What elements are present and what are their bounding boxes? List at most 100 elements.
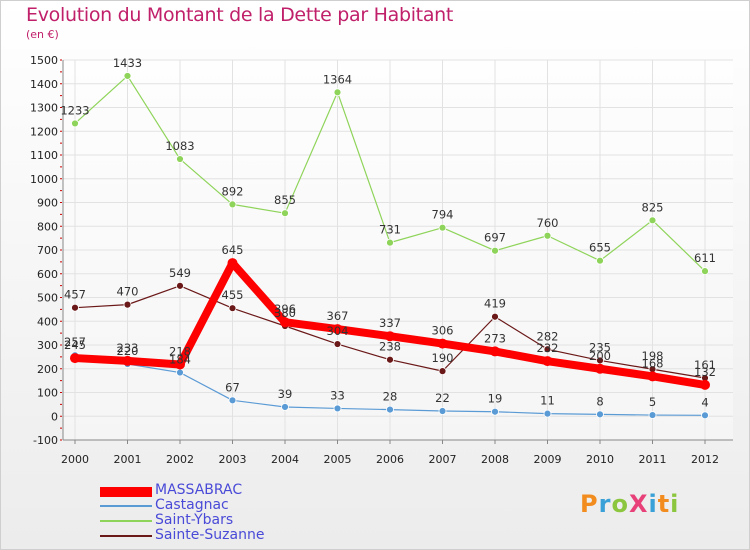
data-point <box>386 238 394 247</box>
data-label: 8 <box>596 394 603 408</box>
data-point <box>543 345 552 354</box>
x-tick-label: 2003 <box>219 453 247 466</box>
data-point <box>542 356 553 367</box>
data-point <box>648 411 657 419</box>
data-label: 5 <box>649 395 656 409</box>
data-label: 190 <box>432 351 454 365</box>
data-label: 238 <box>379 340 401 354</box>
data-label: 1233 <box>60 103 89 117</box>
y-tick-label: 300 <box>37 339 58 352</box>
data-point <box>227 258 238 269</box>
data-point <box>437 338 448 349</box>
data-point <box>647 371 658 382</box>
data-point <box>333 88 342 97</box>
data-point <box>71 303 79 312</box>
y-tick-label: 1500 <box>30 54 58 67</box>
data-point <box>700 379 710 390</box>
data-point <box>280 317 290 328</box>
data-point <box>333 404 342 413</box>
data-label: 161 <box>694 358 716 372</box>
data-point <box>385 331 395 342</box>
y-tick-label: 600 <box>37 268 58 281</box>
legend-label-sainte-suzanne: Sainte-Suzanne <box>155 527 265 543</box>
data-label: 1083 <box>165 139 194 153</box>
data-point <box>491 246 499 255</box>
x-tick-label: 2004 <box>271 453 299 466</box>
data-label: 760 <box>537 216 559 230</box>
x-tick-label: 2007 <box>429 453 457 466</box>
data-label: 655 <box>589 241 611 255</box>
y-tick-label: 0 <box>51 410 58 423</box>
data-label: 198 <box>642 349 664 363</box>
data-point <box>386 355 394 364</box>
y-tick-label: 1200 <box>30 125 58 138</box>
data-label: 245 <box>64 338 86 352</box>
data-point <box>333 340 342 348</box>
logo-letter: i <box>648 490 658 518</box>
data-point <box>123 72 132 80</box>
data-point <box>175 359 185 370</box>
data-point <box>176 368 184 377</box>
data-label: 220 <box>117 344 139 358</box>
y-tick-label: -100 <box>33 434 58 447</box>
data-point <box>176 281 184 290</box>
data-label: 33 <box>330 388 345 402</box>
data-label: 200 <box>589 349 611 363</box>
logo-letter: o <box>611 490 629 518</box>
legend-label-massabrac: MASSABRAC <box>155 482 243 498</box>
data-point <box>490 346 500 357</box>
logo-letter: i <box>670 490 680 518</box>
data-label: 11 <box>540 394 555 408</box>
x-tick-label: 2011 <box>639 453 667 466</box>
data-label: 233 <box>117 341 139 355</box>
data-label: 825 <box>642 200 664 214</box>
legend-label-castagnac: Castagnac <box>155 497 229 513</box>
data-point <box>176 155 184 163</box>
x-tick-label: 2008 <box>481 453 509 466</box>
data-label: 28 <box>383 390 398 404</box>
data-label: 470 <box>117 285 139 299</box>
y-tick-label: 700 <box>37 244 58 257</box>
data-point <box>648 216 657 225</box>
data-label: 22 <box>435 391 450 405</box>
data-label: 184 <box>169 353 191 367</box>
data-label: 892 <box>222 184 244 198</box>
y-tick-label: 500 <box>37 292 58 305</box>
data-label: 380 <box>274 306 296 320</box>
data-label: 306 <box>432 324 454 338</box>
data-label: 273 <box>484 331 506 345</box>
y-tick-label: 1300 <box>30 102 58 115</box>
data-label: 257 <box>64 335 86 349</box>
chart-title: Evolution du Montant de la Dette par Hab… <box>26 4 454 26</box>
data-label: 1364 <box>323 72 352 86</box>
data-point <box>596 410 604 419</box>
data-point <box>438 407 447 415</box>
data-label: 4 <box>701 395 708 409</box>
data-label: 304 <box>327 324 349 338</box>
data-point <box>386 405 394 414</box>
data-point <box>228 200 237 209</box>
data-label: 794 <box>432 208 454 222</box>
data-point <box>491 312 499 321</box>
data-label: 549 <box>169 266 191 280</box>
data-label: 419 <box>484 297 506 311</box>
data-point <box>123 300 132 309</box>
data-point <box>595 363 605 374</box>
x-tick-label: 2005 <box>324 453 352 466</box>
data-point <box>491 407 499 416</box>
data-label: 218 <box>169 344 191 358</box>
legend-swatch-saint-ybars <box>100 520 152 522</box>
data-point <box>332 324 343 335</box>
data-point <box>122 355 133 366</box>
data-point <box>438 367 447 376</box>
data-point <box>281 403 289 411</box>
data-label: 235 <box>589 340 611 354</box>
data-point <box>70 353 80 364</box>
y-tick-label: 1400 <box>30 78 58 91</box>
data-point <box>543 409 552 418</box>
data-point <box>228 396 237 405</box>
proxiti-logo: ProXiti <box>580 490 679 518</box>
legend-swatch-massabrac <box>100 487 152 497</box>
